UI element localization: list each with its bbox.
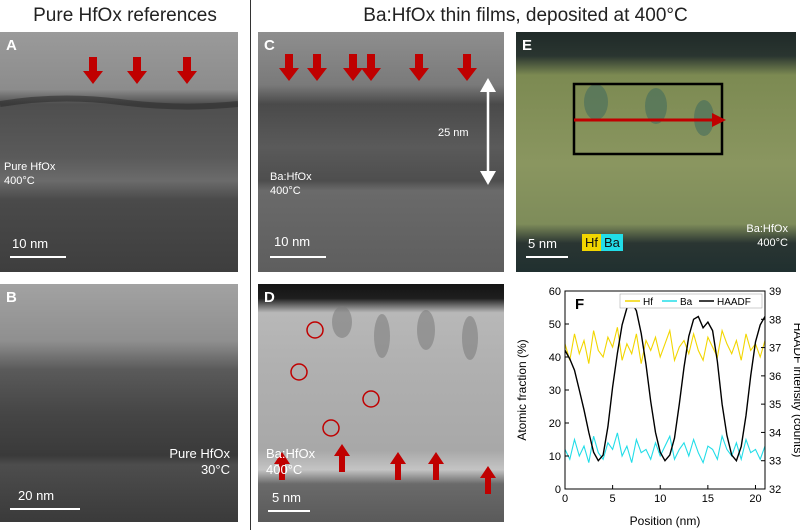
sample-name: Pure HfOx	[4, 161, 56, 173]
legend-label-ba: Ba	[680, 297, 693, 308]
deposition-temp: 30°C	[200, 462, 230, 477]
scale-bar	[268, 510, 310, 512]
right-column-header: Ba:HfOx thin films, deposited at 400°C	[251, 2, 800, 30]
panel-b-sample-annotation: Pure HfOx 30°C	[169, 446, 230, 478]
y2-tick-label: 39	[769, 286, 781, 298]
panel-c-sample-annotation: Ba:HfOx 400°C	[270, 170, 312, 198]
panel-e: E Ba:HfOx 400°C 5 nm Hf Ba	[516, 32, 796, 272]
legend-label-haadf: HAADF	[717, 297, 751, 308]
y2-tick-label: 32	[769, 484, 781, 496]
x-tick-label: 5	[610, 493, 616, 505]
red-circle-group	[290, 321, 380, 437]
panel-e-sample-annotation: Ba:HfOx 400°C	[746, 222, 788, 250]
scale-bar	[10, 508, 80, 510]
thickness-arrow	[480, 78, 496, 185]
y2-tick-label: 37	[769, 343, 781, 355]
left-column-header: Pure HfOx references	[0, 2, 250, 30]
panel-f: 0 5 10 15 20 0 10 20 30 40 50 60 32 33 34 35 36 37 38 39 F …	[512, 280, 800, 530]
panel-a: A Pure HfOx 400°C 10 nm	[0, 32, 238, 272]
legend-label-hf: Hf	[643, 297, 653, 308]
legend-chip-hf: Hf	[582, 234, 601, 251]
panel-label-f: F	[575, 296, 584, 313]
red-arrow-group	[274, 444, 496, 494]
deposition-temp: 400°C	[757, 237, 788, 249]
x-tick-label: 0	[562, 493, 568, 505]
legend-chip-ba: Ba	[601, 234, 623, 251]
y-tick-label: 50	[549, 319, 561, 331]
deposition-temp: 400°C	[4, 175, 35, 187]
panel-label-b: B	[6, 289, 17, 306]
line-profile-arrow	[574, 113, 726, 127]
sample-name: Ba:HfOx	[746, 223, 788, 235]
panel-d: D Ba:HfOx 400°C 5 nm	[258, 284, 504, 522]
scale-bar	[10, 256, 66, 258]
red-arrow-group	[83, 57, 197, 84]
y2-tick-label: 38	[769, 314, 781, 326]
y-tick-label: 10	[549, 451, 561, 463]
x-axis-label: Position (nm)	[630, 514, 701, 528]
y2-tick-label: 36	[769, 371, 781, 383]
element-map-legend: Hf Ba	[582, 234, 623, 252]
y2-tick-label: 35	[769, 399, 781, 411]
scale-bar-label: 10 nm	[12, 236, 49, 251]
sample-name: Ba:HfOx	[270, 171, 312, 183]
red-arrow-group	[279, 54, 477, 81]
panel-label-c: C	[264, 37, 275, 54]
series-line-hf	[564, 327, 766, 364]
x-tick-label: 15	[702, 493, 714, 505]
x-tick-label: 20	[749, 493, 761, 505]
sample-name: Pure HfOx	[169, 446, 230, 461]
panel-label-a: A	[6, 37, 17, 54]
panel-label-d: D	[264, 289, 275, 306]
y2-tick-label: 33	[769, 456, 781, 468]
thickness-label: 25 nm	[438, 127, 469, 139]
scale-bar-label: 20 nm	[18, 488, 55, 503]
column-divider	[250, 0, 251, 530]
y-tick-label: 0	[555, 484, 561, 496]
deposition-temp: 400°C	[266, 462, 303, 477]
y2-axis-label: HAADF intensity (counts)	[791, 323, 800, 458]
scale-bar-label: 5 nm	[272, 490, 301, 505]
x-tick-label: 10	[654, 493, 666, 505]
scale-bar	[270, 256, 326, 258]
panel-c: C 25 nm Ba:HfOx 400°C 10 nm	[258, 32, 504, 272]
scale-bar-label: 5 nm	[528, 236, 557, 251]
series-line-haadf	[564, 301, 766, 463]
panel-a-sample-annotation: Pure HfOx 400°C	[4, 160, 55, 188]
y-tick-label: 20	[549, 418, 561, 430]
panel-d-sample-annotation: Ba:HfOx 400°C	[266, 446, 315, 478]
y-tick-label: 60	[549, 286, 561, 298]
y-tick-label: 40	[549, 352, 561, 364]
right-header-text: Ba:HfOx thin films, deposited at 400°C	[363, 5, 688, 26]
y-tick-label: 30	[549, 385, 561, 397]
scale-bar	[526, 256, 568, 258]
y-axis-label: Atomic fraction (%)	[515, 339, 529, 440]
y2-tick-label: 34	[769, 427, 781, 439]
chart-legend: Hf Ba HAADF	[619, 293, 763, 309]
left-header-text: Pure HfOx references	[33, 5, 217, 26]
panel-b: B Pure HfOx 30°C 20 nm	[0, 284, 238, 522]
scale-bar-label: 10 nm	[274, 234, 311, 249]
deposition-temp: 400°C	[270, 185, 301, 197]
sample-name: Ba:HfOx	[266, 446, 316, 461]
panel-label-e: E	[522, 37, 533, 54]
